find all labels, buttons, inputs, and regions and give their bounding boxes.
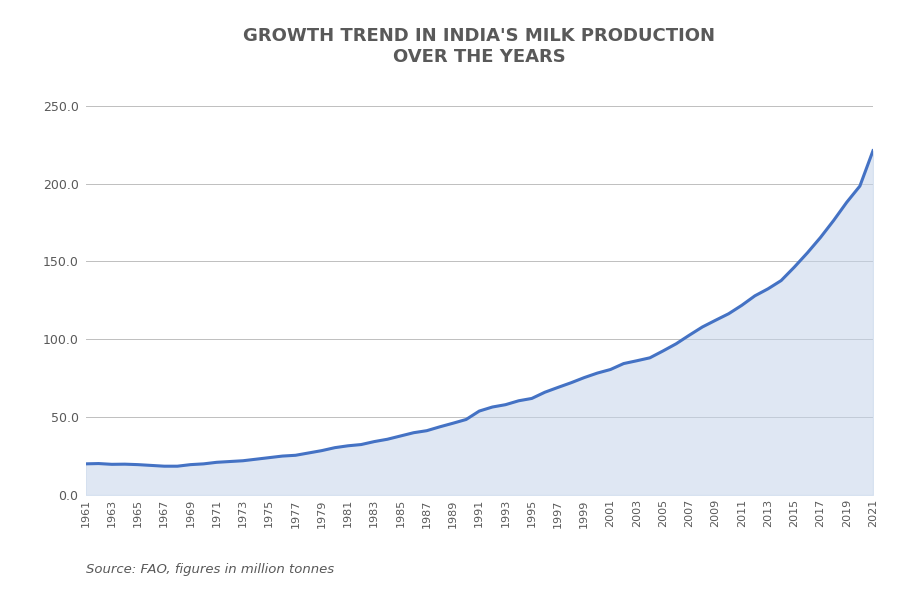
Text: Source: FAO, figures in million tonnes: Source: FAO, figures in million tonnes [86,563,334,576]
Title: GROWTH TREND IN INDIA'S MILK PRODUCTION
OVER THE YEARS: GROWTH TREND IN INDIA'S MILK PRODUCTION … [243,27,716,66]
